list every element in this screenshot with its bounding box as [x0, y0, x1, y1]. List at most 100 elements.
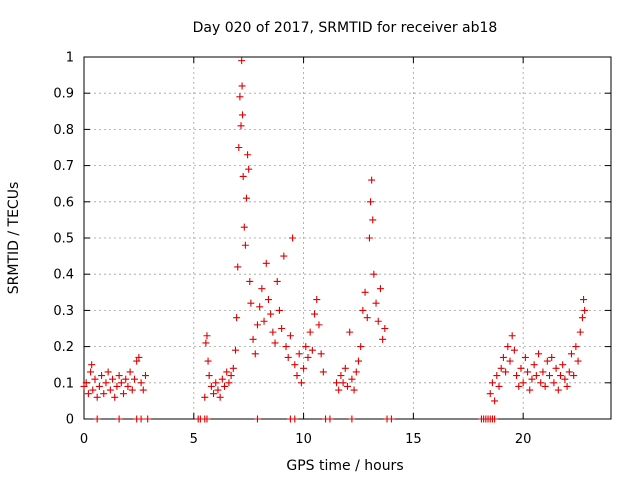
data-point — [333, 379, 341, 387]
data-point — [541, 382, 549, 390]
data-point — [260, 317, 268, 325]
data-point — [262, 259, 270, 267]
data-point — [581, 306, 589, 314]
data-point — [238, 82, 246, 90]
data-point — [218, 375, 226, 383]
data-point — [561, 375, 569, 383]
data-point — [578, 314, 586, 322]
y-tick-label: 0.4 — [53, 268, 74, 283]
data-point — [216, 393, 224, 401]
data-point — [137, 415, 145, 423]
data-point — [528, 375, 536, 383]
data-point — [238, 57, 246, 65]
data-point — [548, 353, 556, 361]
data-point — [508, 332, 516, 340]
data-point — [546, 372, 554, 380]
data-point — [348, 415, 356, 423]
chart-title: Day 020 of 2017, SRMTID for receiver ab1… — [193, 20, 498, 36]
data-point — [567, 350, 575, 358]
data-point — [203, 332, 211, 340]
data-point — [244, 151, 252, 159]
data-point — [115, 372, 123, 380]
data-point — [335, 386, 343, 394]
y-tick-label: 0.3 — [53, 304, 74, 319]
data-point — [339, 379, 347, 387]
data-point — [239, 172, 247, 180]
data-point — [111, 393, 119, 401]
y-tick-label: 0.1 — [53, 376, 74, 391]
data-point — [521, 353, 529, 361]
data-point — [297, 379, 305, 387]
data-point — [326, 415, 334, 423]
data-point — [91, 375, 99, 383]
data-point — [300, 364, 308, 372]
data-point — [115, 415, 123, 423]
data-point — [572, 343, 580, 351]
data-point — [519, 379, 527, 387]
data-point — [565, 368, 573, 376]
data-point — [98, 372, 106, 380]
data-point — [317, 350, 325, 358]
data-point — [493, 372, 501, 380]
data-point — [539, 368, 547, 376]
data-point — [128, 386, 136, 394]
y-tick-label: 0.6 — [53, 195, 74, 210]
data-point — [502, 368, 510, 376]
data-point — [102, 379, 110, 387]
data-point — [201, 393, 209, 401]
data-point — [203, 415, 211, 423]
data-point — [563, 382, 571, 390]
data-point — [214, 386, 222, 394]
data-point — [352, 368, 360, 376]
data-point — [513, 372, 521, 380]
data-point — [289, 234, 297, 242]
data-points — [80, 57, 589, 423]
data-point — [106, 386, 114, 394]
data-point — [515, 382, 523, 390]
data-point — [80, 382, 88, 390]
data-point — [269, 328, 277, 336]
data-point — [554, 386, 562, 394]
data-point — [235, 144, 243, 151]
data-point — [225, 379, 233, 387]
data-point — [82, 379, 90, 387]
data-point — [204, 357, 212, 365]
data-point — [126, 368, 134, 376]
data-point — [258, 285, 266, 293]
data-point — [236, 93, 244, 101]
x-tick-label: 5 — [190, 432, 198, 447]
data-point — [341, 364, 349, 372]
data-point — [229, 364, 237, 372]
data-point — [84, 390, 92, 398]
data-point — [313, 296, 321, 304]
data-point — [234, 263, 242, 271]
data-point — [124, 382, 132, 390]
data-point — [93, 393, 101, 401]
data-point — [104, 368, 112, 376]
data-point — [95, 382, 103, 390]
data-point — [241, 241, 249, 249]
data-point — [559, 361, 567, 369]
data-point — [293, 372, 301, 380]
data-point — [526, 386, 534, 394]
data-point — [133, 357, 141, 365]
data-point — [368, 176, 376, 184]
data-point — [354, 357, 362, 365]
data-point — [264, 296, 272, 304]
data-point — [210, 390, 218, 398]
data-point — [135, 353, 143, 361]
x-tick-label: 0 — [80, 432, 88, 447]
data-point — [491, 415, 499, 423]
data-point — [506, 357, 514, 365]
y-tick-label: 0.2 — [53, 340, 74, 355]
data-point — [286, 332, 294, 340]
data-point — [346, 328, 354, 336]
data-point — [370, 270, 378, 278]
data-point — [205, 372, 213, 380]
data-point — [374, 317, 382, 325]
data-point — [144, 415, 152, 423]
data-point — [207, 382, 215, 390]
data-point — [247, 299, 255, 307]
data-point — [495, 382, 503, 390]
data-point — [221, 382, 229, 390]
